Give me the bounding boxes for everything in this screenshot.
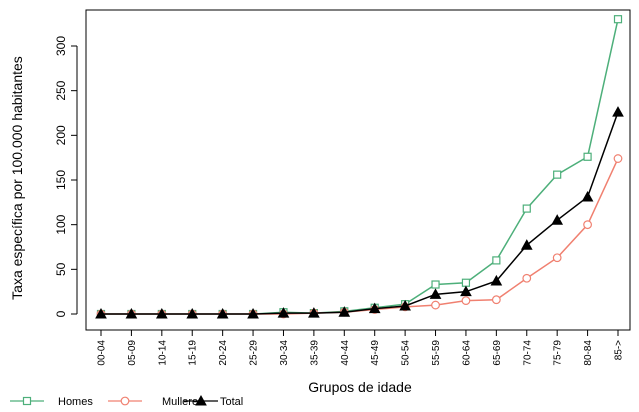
legend-marker [195,394,207,406]
series-homes [96,15,623,319]
data-point [490,274,503,286]
x-tick-label: 80-84 [583,340,594,366]
data-point [613,154,623,163]
data-point [429,288,442,299]
x-tick-label: 30-34 [279,340,290,366]
series-line-mulleres [101,158,619,315]
data-point [431,300,440,310]
y-tick-label: 250 [54,80,68,100]
data-point [551,214,564,225]
legend-label: Total [220,396,243,408]
legend-label: Mulleres [162,396,204,408]
series-total [95,106,624,319]
legend-item-homes: Homes [10,396,93,408]
x-tick-label: 45-49 [370,340,381,366]
x-tick-label: 25-29 [249,340,260,366]
data-point [431,280,440,289]
x-tick-label: 55-59 [431,340,442,366]
series-line-total [101,111,619,315]
data-point [520,239,533,250]
x-tick-label: 75-79 [553,340,564,366]
y-tick-label: 50 [54,262,68,276]
x-tick-label: 70-74 [522,340,533,366]
data-point [399,299,411,311]
x-tick-label: 40-44 [340,340,351,366]
data-point [552,253,562,263]
legend-item-total: Total [184,394,243,408]
legend-label: Homes [58,396,93,408]
x-tick-label: 15-19 [188,340,199,366]
legend-item-mulleres: Mulleres [108,396,204,408]
data-point [492,256,501,265]
data-point [338,306,351,317]
y-tick-label: 0 [54,310,68,317]
series-layer [95,15,624,319]
x-tick-label: 65-69 [492,340,503,366]
data-point [247,307,259,319]
x-tick-label: 05-09 [127,340,138,366]
legend-marker [22,396,32,406]
x-tick-label: 20-24 [218,340,229,366]
data-point [522,273,532,283]
x-tick-label: 35-39 [309,340,320,366]
x-axis-label: Grupos de idade [308,379,412,395]
data-point [553,170,562,179]
legend-marker [120,396,130,406]
y-tick-label: 150 [54,170,68,190]
data-point [491,295,501,305]
data-point [186,307,199,319]
data-point [95,307,107,319]
y-axis-label: Taxa específica por 100.000 habitantes [9,56,25,300]
data-point [308,307,320,318]
data-point [461,296,471,306]
plot-frame [85,9,631,331]
x-tick-label: 10-14 [157,340,168,366]
data-point [368,302,381,314]
data-point [583,152,592,161]
data-point [612,106,624,117]
data-point [125,307,138,319]
x-tick-label: 85-> [614,340,625,360]
y-tick-label: 100 [54,214,68,234]
x-tick-label: 00-04 [97,340,108,366]
series-mulleres [96,154,623,319]
data-point [216,307,229,319]
data-point [583,220,592,230]
y-tick-label: 300 [54,36,68,56]
x-tick-label: 60-64 [461,340,472,366]
data-point [613,15,623,24]
data-point [277,307,290,318]
data-point [155,307,168,319]
x-tick-label: 50-54 [401,340,412,366]
x-axis: 00-04 05-09 10-14 15-19 20-24 25-29 30-34 35-39… [97,329,625,366]
data-point [460,285,472,297]
y-tick-label: 200 [54,125,68,145]
data-point [581,190,594,202]
data-point [522,204,531,213]
y-axis: 0 50 100 150 200 250 300 [54,36,78,317]
legend: Homes Mulleres Total [10,394,243,408]
plot-border [85,9,631,331]
data-point [461,278,471,287]
